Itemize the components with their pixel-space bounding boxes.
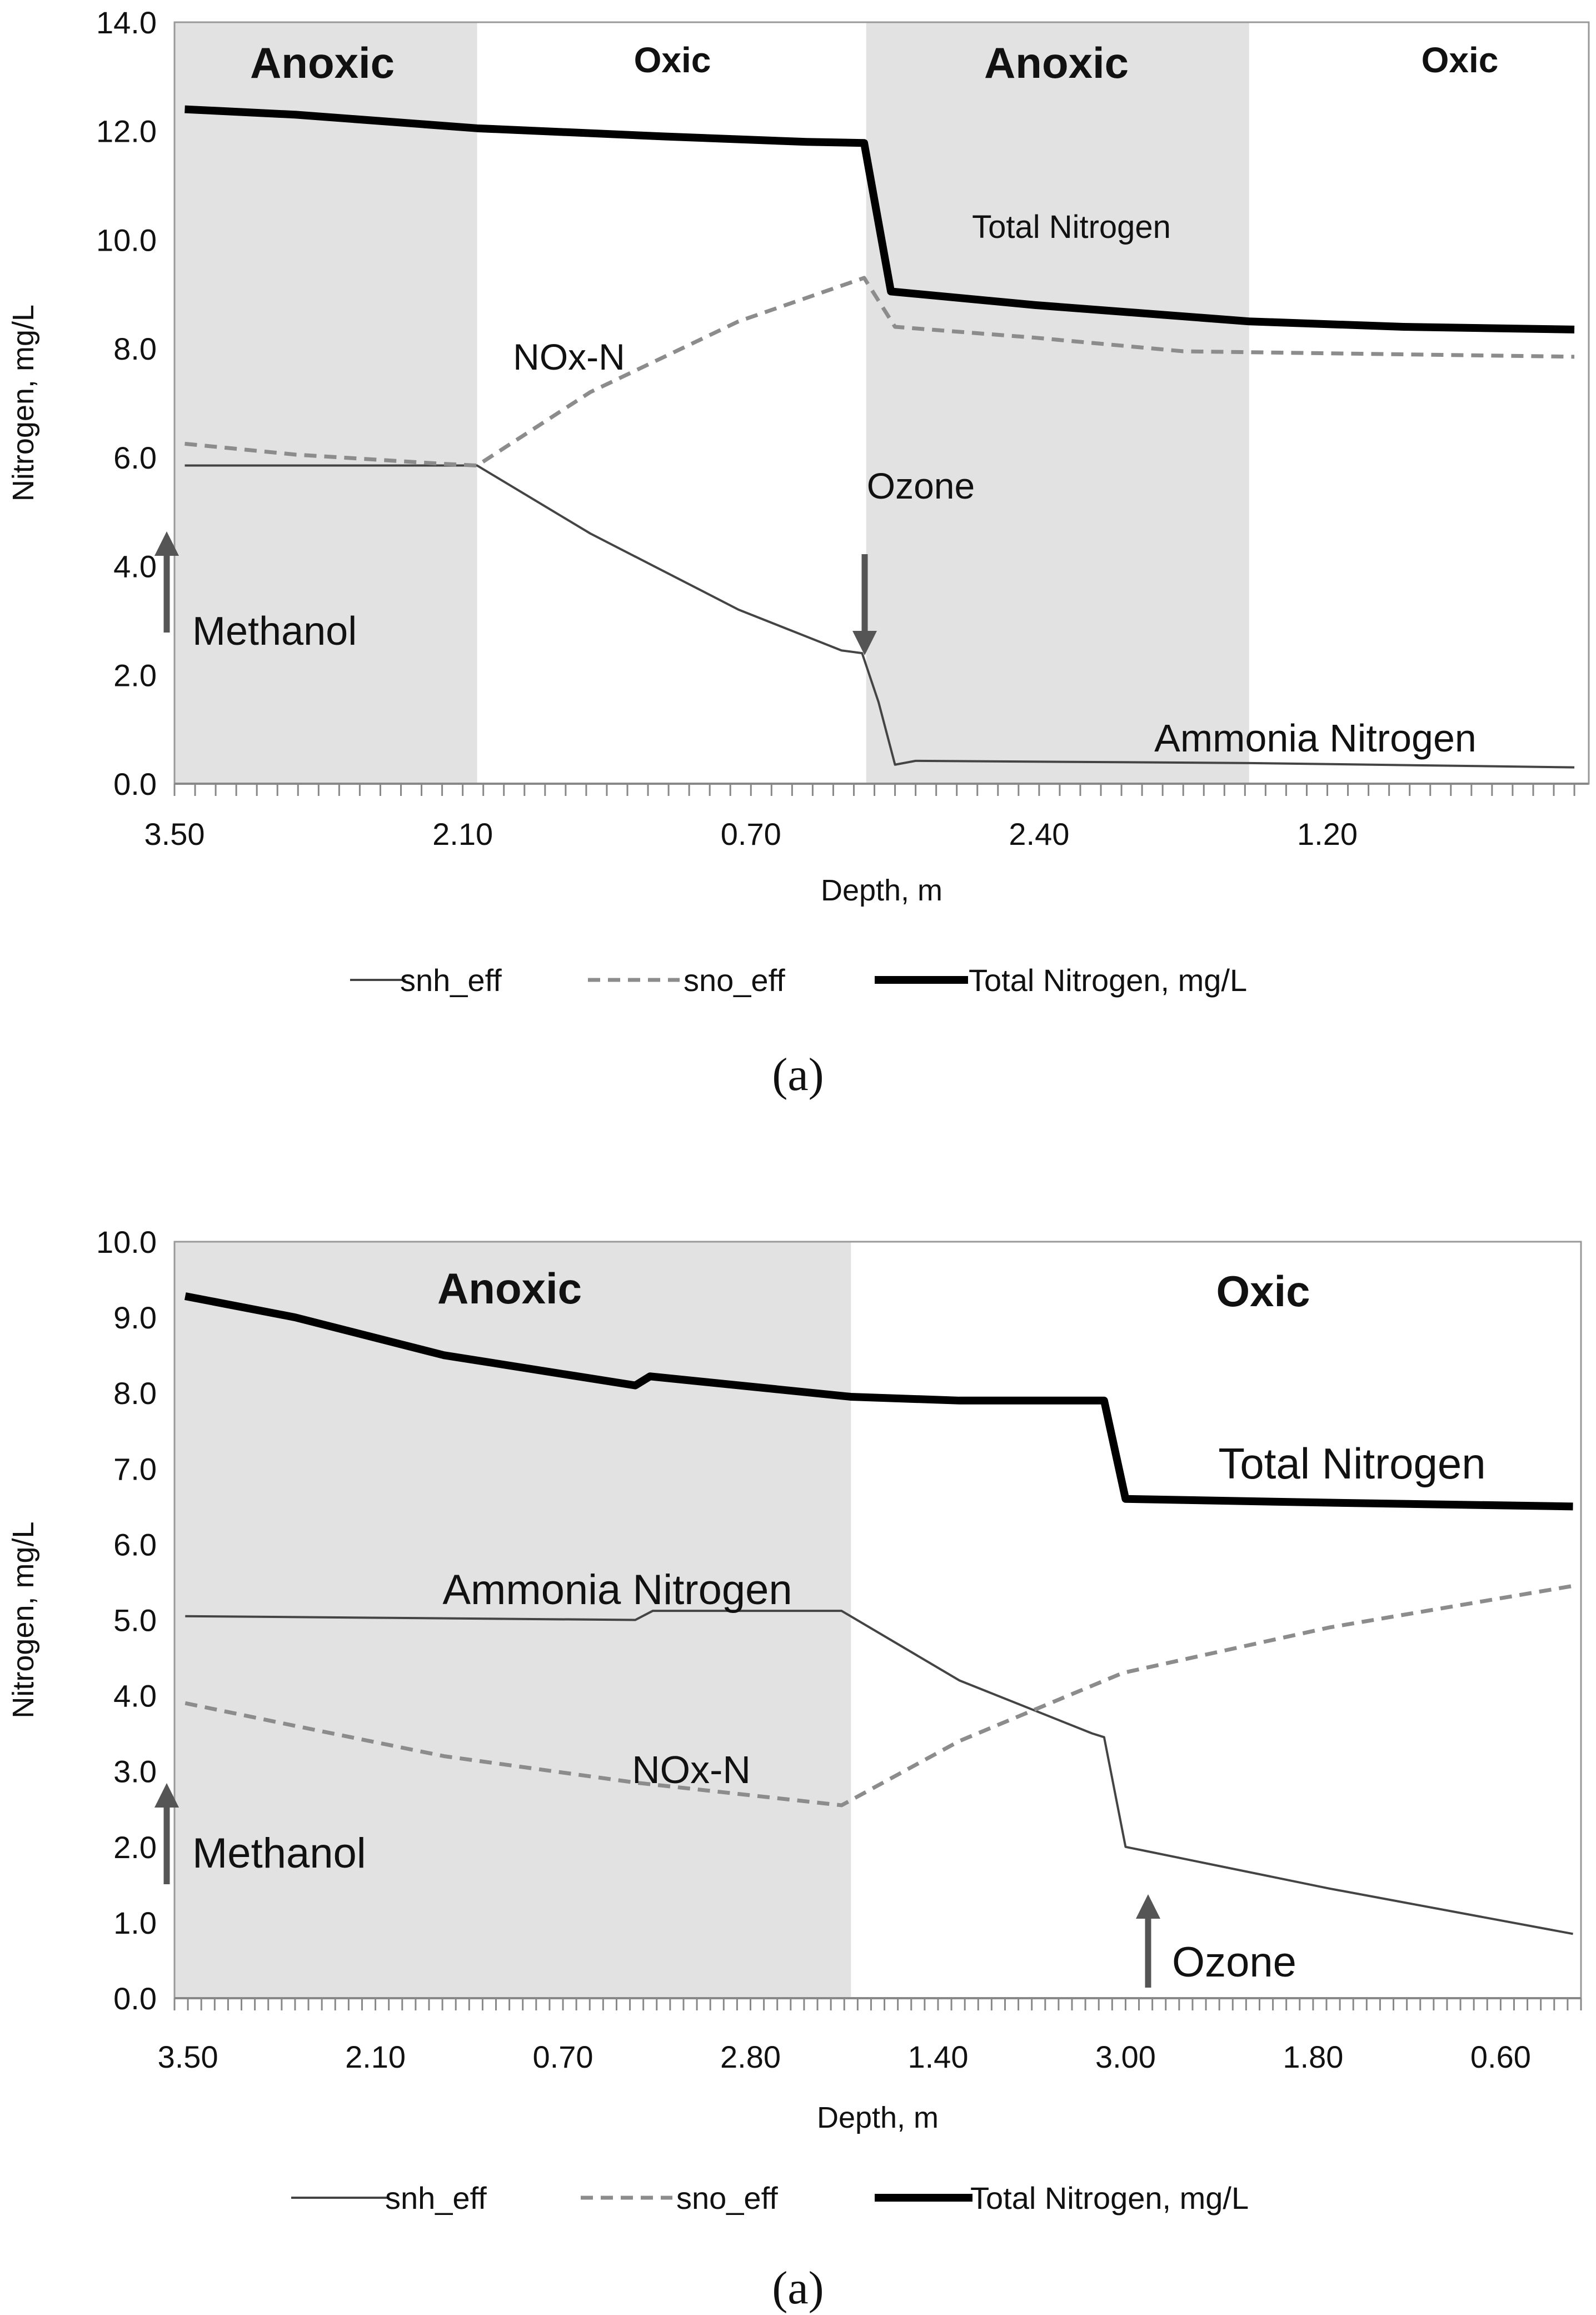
y-tick-label: 3.0 bbox=[113, 1754, 157, 1789]
annotation-ammonia-nitrogen: Ammonia Nitrogen bbox=[442, 1566, 792, 1614]
x-tick-label: 2.80 bbox=[720, 2039, 781, 2074]
x-tick-label: 1.80 bbox=[1283, 2039, 1343, 2074]
legend-label: snh_eff bbox=[400, 963, 502, 998]
x-axis-title: Depth, m bbox=[821, 874, 942, 907]
annotation-total-nitrogen: Total Nitrogen bbox=[1218, 1439, 1485, 1488]
annotation-ammonia-nitrogen: Ammonia Nitrogen bbox=[1154, 716, 1477, 760]
x-tick-label: 2.40 bbox=[1009, 817, 1069, 852]
legend-label: snh_eff bbox=[385, 2180, 487, 2216]
region-label-oxic: Oxic bbox=[1422, 40, 1499, 80]
region-label-anoxic: Anoxic bbox=[437, 1264, 582, 1313]
annotation-methanol: Methanol bbox=[192, 609, 357, 654]
y-tick-label: 0.0 bbox=[113, 1981, 157, 2016]
annotation-nox-n: NOx-N bbox=[632, 1748, 751, 1791]
y-tick-label: 14.0 bbox=[96, 5, 157, 40]
x-tick-label: 2.10 bbox=[432, 817, 493, 852]
x-tick-label: 3.50 bbox=[144, 817, 205, 852]
x-tick-label: 3.50 bbox=[158, 2039, 218, 2074]
legend-label: sno_eff bbox=[684, 963, 785, 998]
annotation-methanol: Methanol bbox=[192, 1830, 366, 1877]
y-tick-label: 0.0 bbox=[113, 766, 157, 801]
y-tick-label: 2.0 bbox=[113, 1830, 157, 1865]
region-shade-anoxic bbox=[866, 22, 1249, 784]
y-tick-label: 6.0 bbox=[113, 1527, 157, 1562]
y-tick-label: 8.0 bbox=[113, 331, 157, 366]
x-tick-label: 1.20 bbox=[1297, 817, 1358, 852]
y-tick-label: 2.0 bbox=[113, 658, 157, 693]
legend-label: Total Nitrogen, mg/L bbox=[970, 2180, 1249, 2216]
chart-2: Anoxic Oxic 0.0 1.0 2.0 3.0 4.0 5.0 6.0 7.0 8.0 9.0… bbox=[7, 1224, 1581, 2216]
region-shade-anoxic bbox=[174, 22, 477, 784]
region-label-anoxic: Anoxic bbox=[984, 38, 1129, 87]
caption-bottom: (a) bbox=[0, 2261, 1596, 2315]
region-label-oxic: Oxic bbox=[634, 40, 711, 80]
y-tick-label: 9.0 bbox=[113, 1300, 157, 1335]
legend-label: Total Nitrogen, mg/L bbox=[969, 963, 1247, 998]
x-tick-label: 2.10 bbox=[345, 2039, 406, 2074]
y-tick-label: 4.0 bbox=[113, 1679, 157, 1714]
annotation-nox-n: NOx-N bbox=[513, 336, 625, 377]
y-tick-label: 8.0 bbox=[113, 1376, 157, 1411]
annotation-total-nitrogen: Total Nitrogen bbox=[972, 209, 1171, 245]
y-tick-label: 5.0 bbox=[113, 1603, 157, 1638]
x-tick-label: 0.60 bbox=[1470, 2039, 1531, 2074]
y-axis-title: Nitrogen, mg/L bbox=[7, 1521, 40, 1718]
y-tick-label: 4.0 bbox=[113, 549, 157, 584]
y-axis-title: Nitrogen, mg/L bbox=[7, 305, 40, 501]
region-label-oxic: Oxic bbox=[1216, 1267, 1310, 1316]
y-tick-label: 7.0 bbox=[113, 1451, 157, 1486]
legend-label: sno_eff bbox=[676, 2180, 778, 2216]
y-tick-label: 10.0 bbox=[96, 1224, 157, 1259]
x-tick-label: 1.40 bbox=[907, 2039, 968, 2074]
region-label-anoxic: Anoxic bbox=[250, 38, 395, 87]
y-tick-label: 12.0 bbox=[96, 114, 157, 149]
chart-1: Anoxic Oxic Anoxic Oxic 0.0 2.0 4.0 6.0 8.0 10.0 1… bbox=[7, 5, 1589, 998]
x-axis-title: Depth, m bbox=[817, 2101, 939, 2134]
x-tick-label: 3.00 bbox=[1095, 2039, 1156, 2074]
x-tick-label: 0.70 bbox=[721, 817, 781, 852]
y-tick-label: 6.0 bbox=[113, 440, 157, 475]
caption-top: (a) bbox=[0, 1048, 1596, 1102]
x-tick-label: 0.70 bbox=[533, 2039, 593, 2074]
annotation-ozone: Ozone bbox=[867, 465, 975, 506]
annotation-ozone: Ozone bbox=[1172, 1939, 1296, 1986]
y-tick-label: 1.0 bbox=[113, 1905, 157, 1940]
y-tick-label: 10.0 bbox=[96, 222, 157, 257]
